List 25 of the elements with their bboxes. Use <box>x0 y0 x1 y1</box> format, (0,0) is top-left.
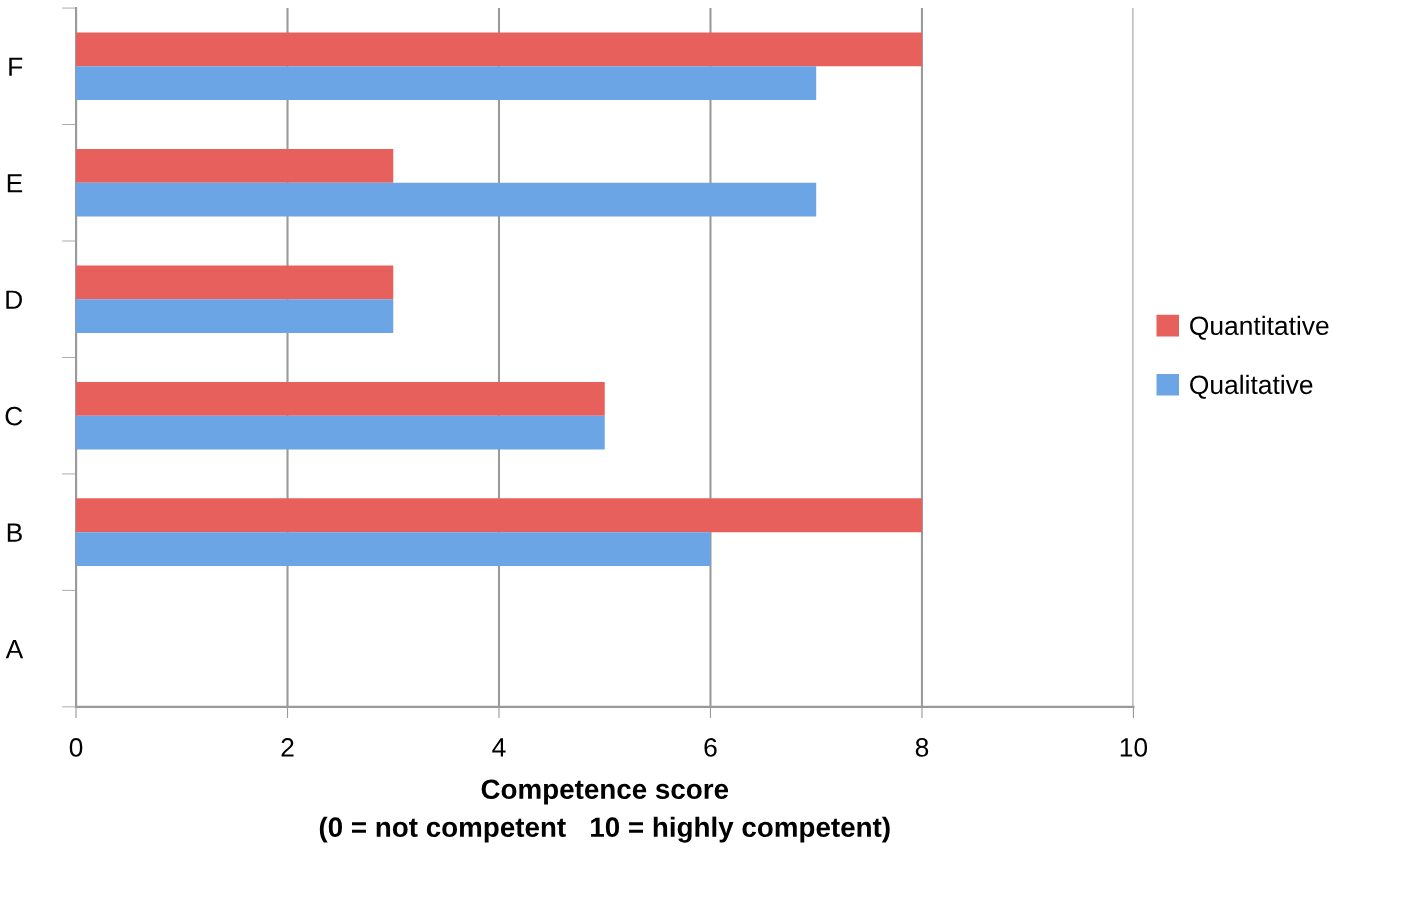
x-axis-title: Competence score (0 = not competent 10 = highly competent) <box>319 779 890 843</box>
y-tick-label: C <box>5 406 23 426</box>
bar <box>76 381 605 416</box>
y-tick-label: B <box>7 523 22 542</box>
x-tick-label: 6 <box>704 738 717 757</box>
bar <box>76 532 711 566</box>
x-tick-label: 0 <box>69 738 83 757</box>
y-tick-label: D <box>6 290 22 309</box>
bar <box>76 182 817 217</box>
bar <box>76 32 922 67</box>
y-tick-label: A <box>5 640 24 659</box>
x-tick-label: 10 <box>1120 738 1148 757</box>
bar <box>76 498 922 533</box>
x-tick-label: 4 <box>492 738 506 757</box>
x-tick-label: 2 <box>281 738 294 757</box>
y-tick-label: E <box>7 174 23 193</box>
x-tick-label: 8 <box>915 738 929 757</box>
bar <box>76 265 394 300</box>
bar <box>76 66 817 101</box>
bar <box>76 148 394 183</box>
legend-label: Qualitative <box>1190 374 1313 399</box>
bar <box>76 415 605 450</box>
bar <box>76 299 394 333</box>
y-tick-label: F <box>9 57 23 76</box>
legend-label: Quantitative <box>1190 315 1329 340</box>
